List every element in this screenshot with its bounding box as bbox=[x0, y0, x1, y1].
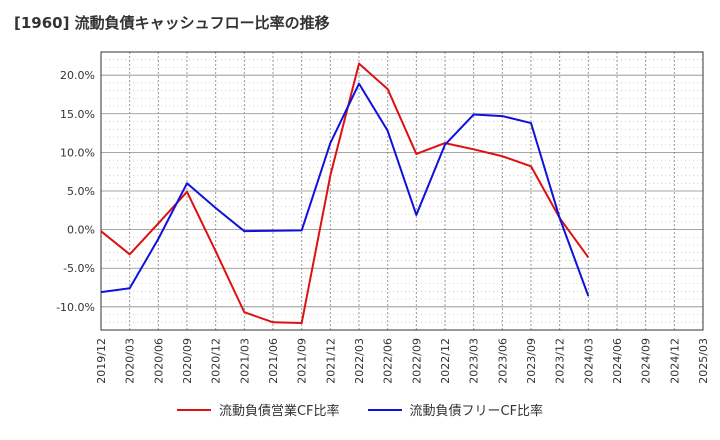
legend-label: 流動負債営業CF比率 bbox=[218, 404, 340, 419]
x-tick-label: 2021/09 bbox=[296, 338, 309, 384]
legend-item-free-cf: 流動負債フリーCF比率 bbox=[367, 400, 544, 419]
legend-swatch-red bbox=[176, 408, 211, 411]
x-tick-label: 2024/06 bbox=[611, 338, 624, 384]
x-tick-label: 2025/03 bbox=[697, 338, 710, 384]
legend-item-operating-cf: 流動負債営業CF比率 bbox=[176, 400, 340, 419]
y-tick-label: 20.0% bbox=[60, 69, 95, 82]
x-tick-label: 2023/03 bbox=[468, 338, 481, 384]
x-tick-label: 2020/03 bbox=[124, 338, 137, 384]
legend-label: 流動負債フリーCF比率 bbox=[409, 404, 544, 419]
x-tick-label: 2019/12 bbox=[95, 338, 108, 384]
x-tick-label: 2023/09 bbox=[525, 338, 538, 384]
x-tick-label: 2024/09 bbox=[640, 338, 653, 384]
y-tick-label: 5.0% bbox=[67, 185, 95, 198]
x-tick-label: 2021/06 bbox=[267, 338, 280, 384]
x-tick-label: 2021/12 bbox=[324, 338, 337, 384]
y-tick-label: -5.0% bbox=[63, 262, 95, 275]
y-tick-label: 10.0% bbox=[60, 146, 95, 159]
x-tick-label: 2024/03 bbox=[582, 338, 595, 384]
x-tick-label: 2022/03 bbox=[353, 338, 366, 384]
series-line-free-cf bbox=[100, 82, 590, 297]
x-tick-label: 2024/12 bbox=[668, 338, 681, 384]
x-tick-label: 2022/09 bbox=[410, 338, 423, 384]
x-tick-label: 2022/12 bbox=[439, 338, 452, 384]
x-tick-label: 2022/06 bbox=[382, 338, 395, 384]
x-tick-label: 2023/06 bbox=[496, 338, 509, 384]
plot-frame bbox=[100, 51, 704, 331]
legend: 流動負債営業CF比率 流動負債フリーCF比率 bbox=[0, 400, 720, 419]
chart-title: [1960] 流動負債キャッシュフロー比率の推移 bbox=[14, 14, 330, 32]
legend-swatch-blue bbox=[367, 408, 402, 411]
x-tick-label: 2021/03 bbox=[238, 338, 251, 384]
x-tick-label: 2020/06 bbox=[152, 338, 165, 384]
x-tick-label: 2023/12 bbox=[554, 338, 567, 384]
x-tick-label: 2020/09 bbox=[181, 338, 194, 384]
y-tick-label: 0.0% bbox=[67, 224, 95, 237]
y-tick-label: -10.0% bbox=[56, 301, 95, 314]
y-tick-label: 15.0% bbox=[60, 108, 95, 121]
x-tick-label: 2020/12 bbox=[210, 338, 223, 384]
series-line-operating-cf bbox=[100, 62, 590, 325]
